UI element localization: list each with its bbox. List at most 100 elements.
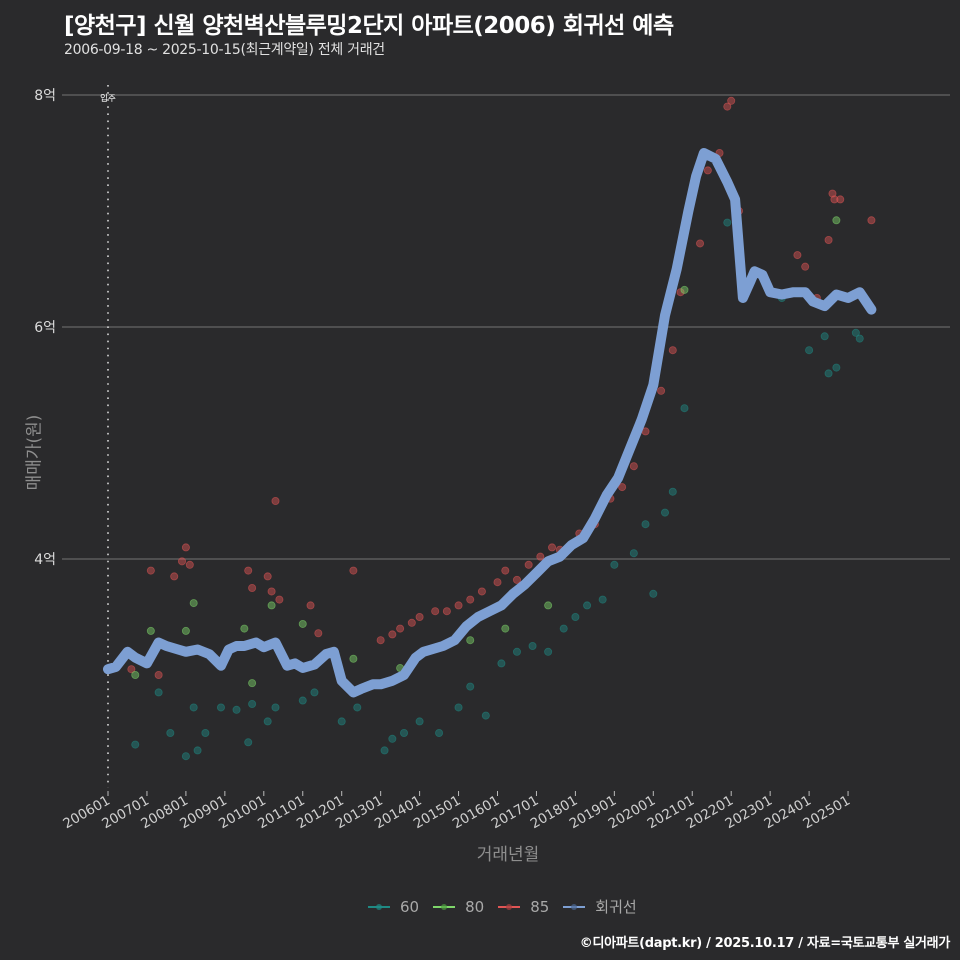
data-point-85 [536,552,545,561]
data-point-80 [298,619,307,628]
data-point-60 [454,703,463,712]
data-point-85 [524,560,533,569]
data-point-85 [830,195,839,204]
data-point-60 [166,729,175,738]
data-point-60 [668,487,677,496]
data-point-60 [855,334,864,343]
data-point-80 [349,654,358,663]
data-point-60 [723,218,732,227]
data-point-85 [178,557,187,566]
data-point-60 [598,595,607,604]
data-point-60 [181,752,190,761]
legend-key-icon [433,899,456,915]
data-point-80 [466,636,475,645]
data-point-60 [232,705,241,714]
y-axis-ticks: 4억 6억 8억 [34,88,56,568]
data-point-80 [544,601,553,610]
data-point-60 [583,601,592,610]
data-point-60 [512,647,521,656]
data-point-60 [629,549,638,558]
data-point-85 [185,560,194,569]
data-point-85 [244,566,253,575]
data-point-60 [481,711,490,720]
data-point-85 [493,578,502,587]
y-tick-label: 8억 [34,88,56,104]
data-point-85 [801,262,810,271]
data-point-85 [376,636,385,645]
regression-line-path [103,148,877,698]
data-point-60 [559,624,568,633]
data-point-60 [216,703,225,712]
data-point-85 [727,96,736,105]
data-point-60 [400,729,409,738]
x-axis-label: 거래년월 [476,845,540,865]
data-point-85 [275,595,284,604]
data-point-85 [454,601,463,610]
data-point-80 [832,216,841,225]
data-point-60 [271,703,280,712]
data-point-60 [380,746,389,755]
data-point-85 [512,575,521,584]
legend-label: 80 [465,897,485,916]
data-point-60 [466,682,475,691]
y-tick-label: 6억 [34,320,56,336]
chart-title: [양천구] 신월 양천벽산블루밍2단지 아파트(2006) 회귀선 예측 [64,13,674,39]
data-point-60 [310,688,319,697]
data-point-85 [170,572,179,581]
data-point-85 [696,239,705,248]
data-point-85 [314,629,323,638]
data-point-60 [435,729,444,738]
legend-key-icon [563,899,586,915]
data-point-60 [201,729,210,738]
data-point-85 [867,216,876,225]
data-point-60 [680,404,689,413]
data-point-85 [466,595,475,604]
data-point-85 [836,195,845,204]
data-point-60 [337,717,346,726]
data-point-85 [415,613,424,622]
data-point-85 [146,566,155,575]
data-point-60 [244,738,253,747]
data-point-80 [181,626,190,635]
data-point-60 [660,508,669,517]
scatter-points [127,96,876,761]
data-point-85 [431,607,440,616]
data-point-85 [306,601,315,610]
legend-key-icon [498,899,521,915]
data-point-85 [477,587,486,596]
data-point-85 [388,630,397,639]
data-point-60 [353,703,362,712]
data-point-85 [668,346,677,355]
legend-item-85: 85 [498,898,549,916]
data-point-85 [267,587,276,596]
data-point-80 [248,679,257,688]
y-axis-label: 매매가(원) [24,414,45,491]
source-caption: ©디아파트(dapt.kr) / 2025.10.17 / 자료=국토교통부 실… [579,936,951,951]
data-point-85 [396,624,405,633]
data-point-80 [189,599,198,608]
data-point-85 [501,566,510,575]
data-point-85 [154,671,163,680]
y-tick-label: 4억 [34,552,56,568]
data-point-85 [127,665,136,674]
legend: 60 80 85 회귀선 [368,896,643,917]
data-point-60 [805,346,814,355]
legend-label: 85 [530,897,550,916]
data-point-60 [298,696,307,705]
data-point-85 [629,462,638,471]
data-point-60 [544,647,553,656]
data-point-80 [501,624,510,633]
chart-subtitle: 2006-09-18 ~ 2025-10-15(최근계약일) 전체 거래건 [64,42,385,58]
data-point-60 [189,703,198,712]
legend-label: 회귀선 [595,898,637,916]
x-axis-ticks: 2006012007012008012009012010012011012012… [60,791,853,832]
data-point-85 [548,543,557,552]
data-point-80 [680,285,689,294]
data-point-85 [349,566,358,575]
data-point-85 [676,288,685,297]
data-point-85 [828,189,837,198]
data-point-85 [263,572,272,581]
data-point-85 [271,496,280,505]
data-point-80 [240,624,249,633]
